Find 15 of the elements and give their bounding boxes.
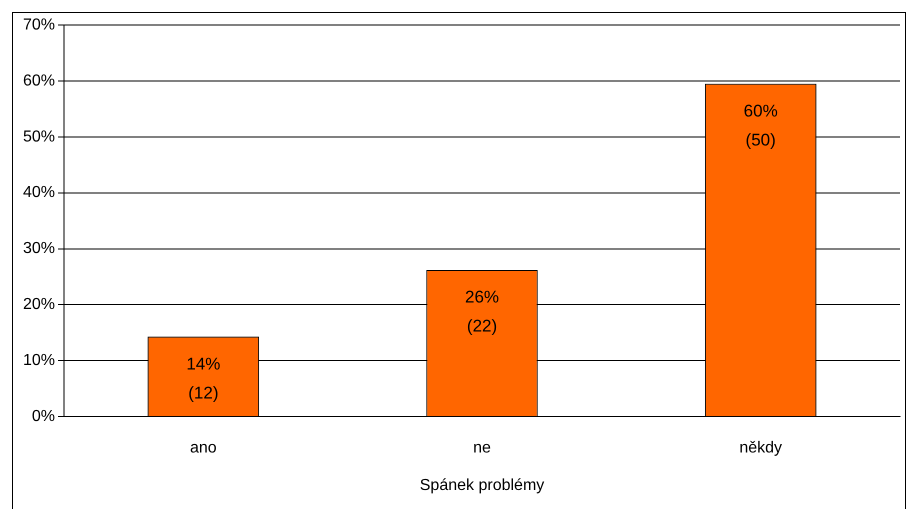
data-label: 14% (12) [186,354,220,402]
x-tick-label: ano [190,440,217,457]
y-tick-label: 20% [22,296,56,314]
x-tick-label: ne [473,440,492,457]
data-label: 60% (50) [744,101,778,150]
y-tick-label: 60% [22,72,56,90]
y-tick-label: 70% [22,16,56,34]
y-tick-label: 0% [32,408,56,426]
y-tick-label: 10% [22,352,56,370]
y-tick-label: 30% [22,240,56,258]
y-tick-label: 40% [22,184,56,202]
data-label: 26% (22) [464,288,500,336]
y-tick-label: 50% [22,128,56,146]
x-tick-label: někdy [739,440,782,457]
x-axis-title: Spánek problémy [420,476,544,494]
